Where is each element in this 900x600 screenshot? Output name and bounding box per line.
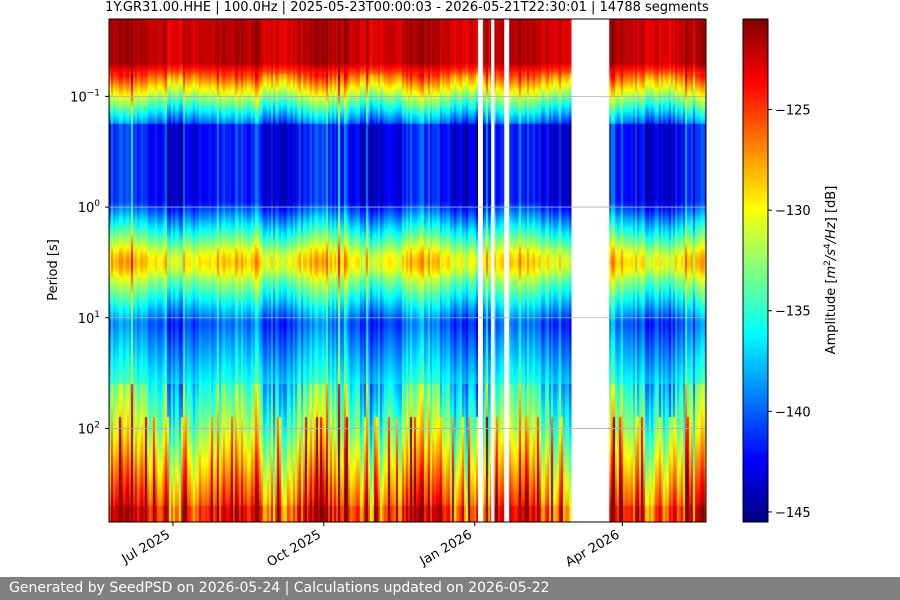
x-tick-label: Oct 2025 (265, 527, 324, 570)
colorbar-tick-label: −145 (775, 506, 811, 521)
data-gap (571, 19, 610, 522)
x-axis: Jul 2025 Oct 2025 Jan 2026 Apr 2026 (119, 522, 623, 570)
colorbar-tick-label: −130 (775, 204, 811, 219)
y-axis: 10−1 100 101 102 (70, 88, 109, 437)
heatmap-area (109, 19, 706, 522)
colorbar-tick-label: −140 (775, 405, 811, 420)
colorbar (742, 18, 769, 523)
grid-lines (109, 95, 706, 429)
chart-title: 1Y.GR31.00.HHE | 100.0Hz | 2025-05-23T00… (105, 0, 709, 15)
data-gap (491, 19, 495, 522)
colorbar-tick-label: −135 (775, 305, 811, 320)
y-tick-label: 102 (78, 420, 100, 437)
plot-frame (108, 18, 707, 523)
x-tick-label: Jan 2026 (417, 527, 475, 569)
data-gap (504, 19, 510, 522)
footer-bar: Generated by SeedPSD on 2026-05-24 | Cal… (0, 577, 900, 600)
data-gaps (478, 19, 610, 522)
x-tick-label: Jul 2025 (119, 527, 173, 567)
colorbar-label: Amplitude [m2/s4/Hz] [dB] (823, 186, 839, 355)
data-gap (478, 19, 483, 522)
colorbar-ticks: −125 −130 −135 −140 −145 (768, 104, 811, 521)
spectrogram-chart: 1Y.GR31.00.HHE | 100.0Hz | 2025-05-23T00… (46, 0, 839, 570)
spectrogram-canvas (109, 19, 706, 522)
y-tick-label: 100 (78, 199, 101, 216)
y-tick-label: 10−1 (70, 88, 100, 105)
y-axis-label: Period [s] (46, 239, 61, 301)
x-tick-label: Apr 2026 (563, 527, 622, 570)
colorbar-tick-label: −125 (775, 104, 811, 119)
y-tick-label: 101 (78, 310, 100, 327)
